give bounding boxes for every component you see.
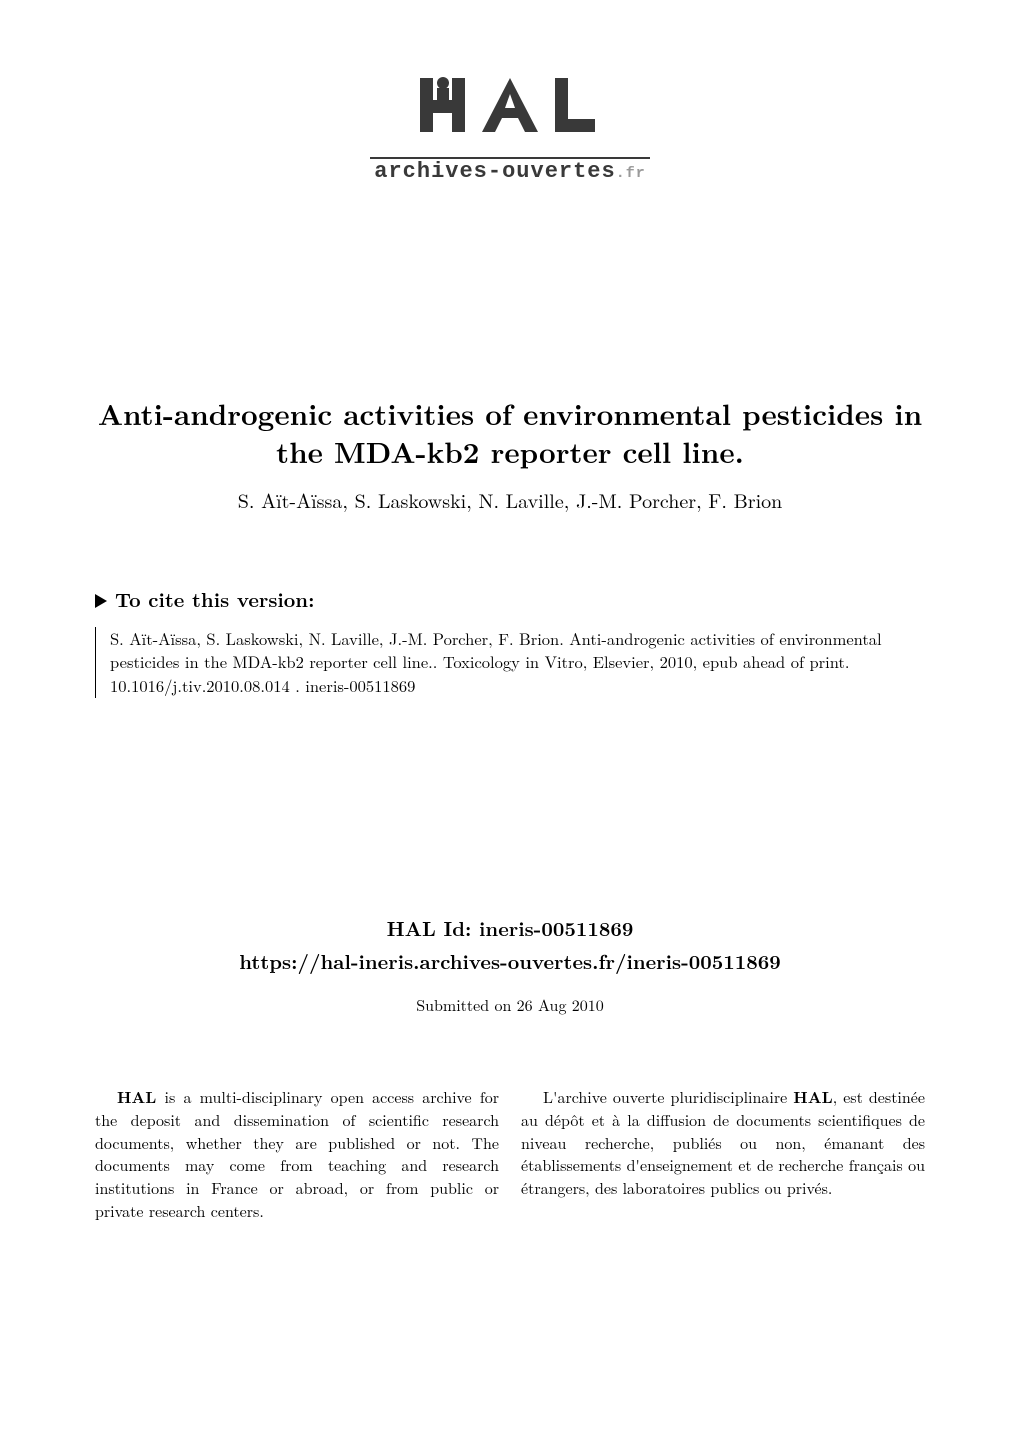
hal-cover-page: archives-ouvertes.fr Anti-androgenic act… [0, 0, 1020, 1442]
title-block: Anti-androgenic activities of environmen… [95, 394, 925, 471]
footer-left-text: is a multi-disciplinary open access arch… [95, 1085, 499, 1222]
logo-sub-right: .fr [616, 165, 646, 182]
hal-logo-subtitle: archives-ouvertes.fr [370, 159, 650, 184]
footer-right-pre: L'archive ouverte pluridisciplinaire [543, 1085, 793, 1108]
paper-title: Anti-androgenic activities of environmen… [95, 394, 925, 471]
footer-columns: HAL is a multi-disciplinary open access … [95, 1086, 925, 1222]
triangle-icon [95, 594, 107, 608]
hal-logo: archives-ouvertes.fr [370, 70, 650, 184]
hal-logo-text [370, 70, 650, 155]
hal-id-block: HAL Id: ineris-00511869 https://hal-iner… [95, 913, 925, 975]
hal-id: HAL Id: ineris-00511869 [95, 913, 925, 942]
hal-url[interactable]: https://hal-ineris.archives-ouvertes.fr/… [95, 946, 925, 975]
footer-right-bold: HAL [793, 1085, 832, 1108]
logo-sub-left: archives-ouvertes [374, 159, 615, 184]
cite-body: S. Aït-Aïssa, S. Laskowski, N. Laville, … [95, 627, 925, 699]
footer-col-right: L'archive ouverte pluridisciplinaire HAL… [521, 1086, 925, 1222]
hal-logo-svg [410, 70, 610, 140]
submitted-date: Submitted on 26 Aug 2010 [95, 993, 925, 1016]
cite-heading-text: To cite this version: [115, 584, 314, 613]
authors-line: S. Aït-Aïssa, S. Laskowski, N. Laville, … [95, 485, 925, 514]
footer-left-bold: HAL [117, 1085, 156, 1108]
title-line-2: the MDA-kb2 reporter cell line. [276, 430, 744, 472]
cite-section: To cite this version: S. Aït-Aïssa, S. L… [95, 584, 925, 699]
hal-logo-block: archives-ouvertes.fr [95, 70, 925, 184]
title-line-1: Anti-androgenic activities of environmen… [98, 392, 922, 434]
footer-col-left: HAL is a multi-disciplinary open access … [95, 1086, 499, 1222]
cite-heading: To cite this version: [95, 584, 925, 613]
